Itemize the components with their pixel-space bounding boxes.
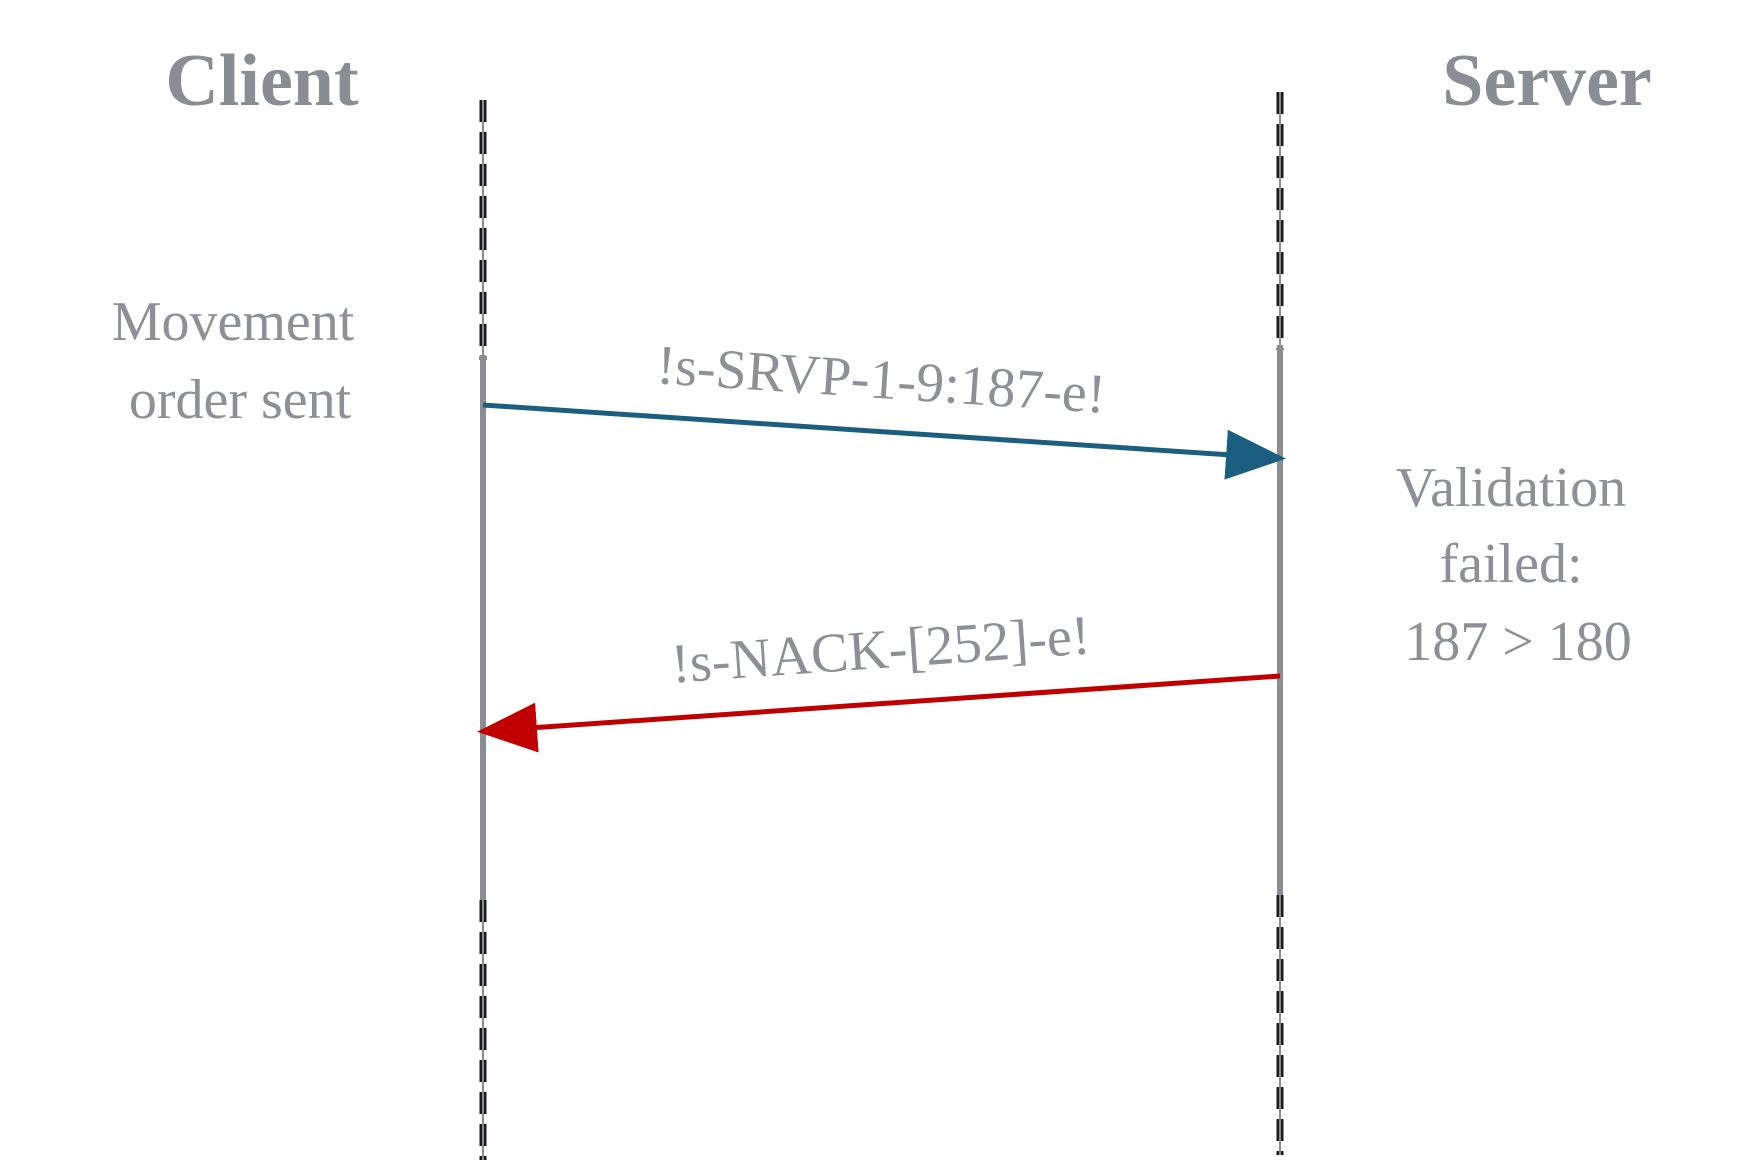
server-note-line-2: failed: xyxy=(1439,533,1582,595)
server-note-line-3: 187 > 180 xyxy=(1404,611,1632,673)
client-note: Movement order sent xyxy=(112,291,369,431)
message-label-nack: !s-NACK-[252]-e! xyxy=(669,604,1092,695)
message-arrow-srvp xyxy=(482,402,1286,480)
participant-client-title: Client xyxy=(165,40,359,122)
client-note-line-2: order sent xyxy=(129,369,352,431)
client-note-line-1: Movement xyxy=(112,291,355,353)
message-label-srvp: !s-SRVP-1-9:187-e! xyxy=(655,334,1108,426)
participant-server-title: Server xyxy=(1442,40,1652,122)
server-note-line-1: Validation xyxy=(1396,457,1626,519)
server-note: Validation failed: 187 > 180 xyxy=(1396,457,1640,673)
message-arrow-nack xyxy=(477,673,1281,753)
